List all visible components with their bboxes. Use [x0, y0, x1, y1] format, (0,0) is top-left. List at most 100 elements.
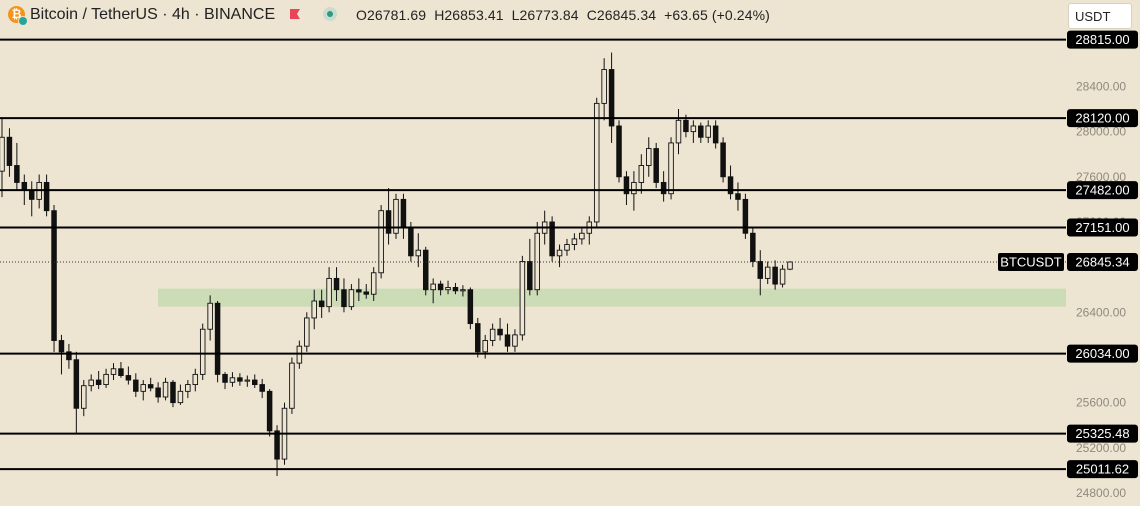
candle — [237, 373, 243, 386]
candle — [519, 255, 526, 341]
level-label: 26034.00 — [1075, 346, 1129, 361]
candle — [779, 264, 786, 288]
candle — [735, 182, 741, 211]
candle-body — [162, 381, 169, 398]
candle-body — [571, 238, 578, 245]
candle — [140, 380, 146, 401]
candle-body — [779, 268, 786, 285]
candle-body — [199, 328, 206, 375]
candle — [675, 109, 682, 155]
candle-body — [564, 244, 570, 251]
candle — [400, 193, 407, 239]
candle — [162, 377, 169, 401]
level-label-box — [1067, 424, 1138, 443]
candle-body — [601, 69, 607, 104]
candle-body — [646, 148, 652, 166]
ohlc-change: +63.65 (+0.24%) — [664, 7, 770, 23]
candle-body — [207, 302, 213, 330]
last-price-label: 26845.34 — [1075, 255, 1129, 270]
candle-body — [742, 198, 749, 234]
symbol-tag: BTCUSDT — [1000, 255, 1061, 270]
candle — [252, 374, 258, 388]
candle-body — [73, 359, 80, 409]
candle — [378, 205, 384, 279]
ohlc-open: O26781.69 — [356, 7, 427, 23]
candle — [28, 181, 35, 217]
candle — [177, 384, 184, 405]
y-tick-label: 28000.00 — [1076, 125, 1126, 139]
candle — [95, 371, 102, 390]
candle — [222, 372, 228, 390]
candle-body — [698, 125, 704, 138]
candle-body — [341, 289, 347, 308]
last-price-box — [1067, 253, 1138, 272]
candle-body — [103, 373, 109, 386]
candle — [318, 289, 325, 318]
level-label-box — [1067, 181, 1138, 200]
candle-body — [28, 189, 35, 200]
candle-body — [43, 181, 50, 212]
candle — [512, 329, 518, 352]
candle-body — [363, 291, 370, 295]
candle — [772, 260, 778, 290]
candle — [214, 301, 221, 383]
candle — [489, 323, 496, 347]
candle — [556, 244, 563, 268]
candle-body — [549, 221, 555, 257]
candle-body — [304, 317, 310, 347]
candle — [125, 366, 132, 385]
candle — [460, 285, 466, 297]
candle — [333, 267, 340, 302]
candle — [118, 361, 124, 378]
candle-body — [683, 119, 689, 133]
candle-body — [705, 125, 711, 138]
candle — [0, 118, 5, 198]
candle-body — [579, 232, 585, 240]
y-tick-label: 27600.00 — [1076, 170, 1126, 184]
candle — [58, 334, 65, 375]
support-zone-layer — [158, 288, 1066, 307]
candle-body — [445, 287, 451, 291]
candle — [14, 142, 20, 191]
y-tick-label: 24800.00 — [1076, 486, 1126, 500]
candle — [348, 284, 355, 311]
candle-body — [14, 165, 20, 183]
candle-body — [608, 69, 615, 127]
candle-body — [764, 266, 771, 279]
candle — [304, 312, 310, 352]
symbol-tag-box — [998, 253, 1064, 272]
candle — [705, 120, 711, 143]
candle — [646, 137, 652, 177]
candle — [698, 122, 704, 143]
candle-body — [147, 384, 154, 389]
currency-selector[interactable]: USDT — [1068, 3, 1132, 29]
symbol-title[interactable]: Bitcoin / TetherUS · 4h · BINANCE — [30, 6, 276, 23]
ohlc-close: C26845.34 — [586, 7, 657, 23]
candle — [571, 233, 578, 251]
candle-body — [482, 340, 488, 353]
candle-body — [512, 334, 518, 347]
candle-body — [393, 198, 399, 234]
candle — [422, 246, 429, 296]
candle — [601, 58, 607, 121]
candle — [467, 287, 474, 330]
market-status-dot — [327, 11, 333, 17]
candle — [326, 267, 332, 313]
level-label: 27482.00 — [1075, 183, 1129, 198]
candle-body — [668, 142, 674, 195]
candle-body — [6, 136, 13, 166]
candle-body — [155, 387, 161, 398]
candle-body — [408, 227, 414, 257]
candle-body — [289, 362, 295, 409]
candle — [690, 120, 697, 143]
candle — [170, 380, 176, 408]
flag-icon[interactable] — [289, 8, 301, 20]
candle-body — [489, 328, 496, 341]
candle-body — [519, 261, 526, 336]
candle — [6, 128, 13, 177]
candle-body — [720, 142, 726, 178]
candle-body — [318, 300, 325, 308]
candle — [712, 120, 719, 149]
candle — [564, 238, 570, 256]
